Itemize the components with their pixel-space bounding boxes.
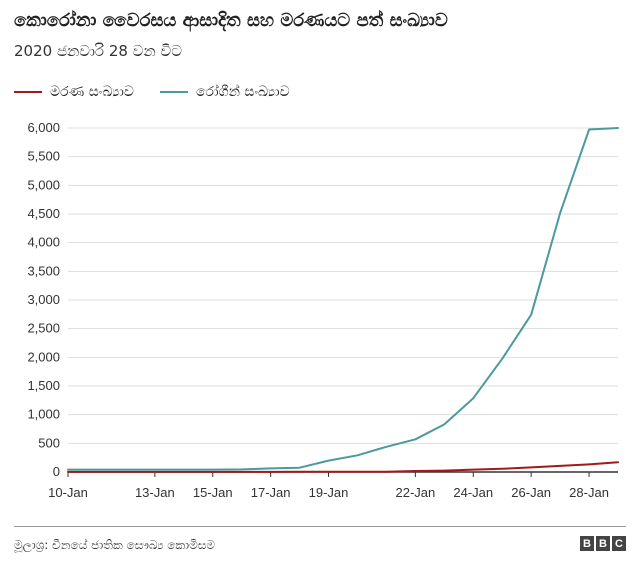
legend-label-cases: රෝගීන් සංඛ්‍යාව xyxy=(195,84,290,100)
footer-divider xyxy=(14,526,626,527)
source-note: මූලාශ්‍ර: චීනයේ ජාතික සෞඛ්‍ය කොමිසම xyxy=(14,538,215,552)
y-tick-label: 500 xyxy=(38,435,60,450)
series-line-cases xyxy=(67,127,619,471)
x-tick-label: 22-Jan xyxy=(395,485,435,500)
y-tick-label: 6,000 xyxy=(27,120,60,135)
x-tick-label: 15-Jan xyxy=(193,485,233,500)
chart-subtitle: 2020 ජනවාරි 28 වන විට xyxy=(14,42,182,60)
x-tick-label: 10-Jan xyxy=(48,485,88,500)
y-tick-label: 5,000 xyxy=(27,177,60,192)
y-tick-label: 2,500 xyxy=(27,321,60,336)
x-tick-label: 26-Jan xyxy=(511,485,551,500)
bbc-logo-letter: C xyxy=(612,536,626,551)
legend-item-deaths: මරණ සංඛ්‍යාව xyxy=(14,84,134,100)
x-tick-label: 13-Jan xyxy=(135,485,175,500)
legend: මරණ සංඛ්‍යාව රෝගීන් සංඛ්‍යාව xyxy=(14,84,316,100)
bbc-logo-letter: B xyxy=(580,536,594,551)
chart-title: කොරෝනා වෛරසය ආසාදිත සහ මරණයට පත් සංඛ්‍යා… xyxy=(14,10,448,31)
y-tick-label: 3,500 xyxy=(27,263,60,278)
y-tick-label: 5,500 xyxy=(27,149,60,164)
y-tick-label: 4,500 xyxy=(27,206,60,221)
bbc-logo-letter: B xyxy=(596,536,610,551)
x-tick-label: 19-Jan xyxy=(309,485,349,500)
line-chart: 0 500 1,000 1,500 2,000 2,500 3,000 3,500 4,000 4… xyxy=(27,120,619,500)
series-line-deaths xyxy=(67,461,619,473)
y-tick-label: 4,000 xyxy=(27,235,60,250)
y-tick-label: 2,000 xyxy=(27,349,60,364)
y-tick-label: 3,000 xyxy=(27,292,60,307)
y-tick-label: 1,500 xyxy=(27,378,60,393)
x-tick-label: 17-Jan xyxy=(251,485,291,500)
bbc-logo: B B C xyxy=(578,536,626,551)
legend-swatch-deaths xyxy=(14,91,42,93)
y-tick-label: 0 xyxy=(53,464,60,479)
legend-item-cases: රෝගීන් සංඛ්‍යාව xyxy=(159,84,290,100)
x-tick-label: 28-Jan xyxy=(569,485,609,500)
x-tick-label: 24-Jan xyxy=(453,485,493,500)
legend-swatch-cases xyxy=(159,91,188,93)
legend-label-deaths: මරණ සංඛ්‍යාව xyxy=(50,84,134,100)
y-tick-label: 1,000 xyxy=(27,407,60,422)
